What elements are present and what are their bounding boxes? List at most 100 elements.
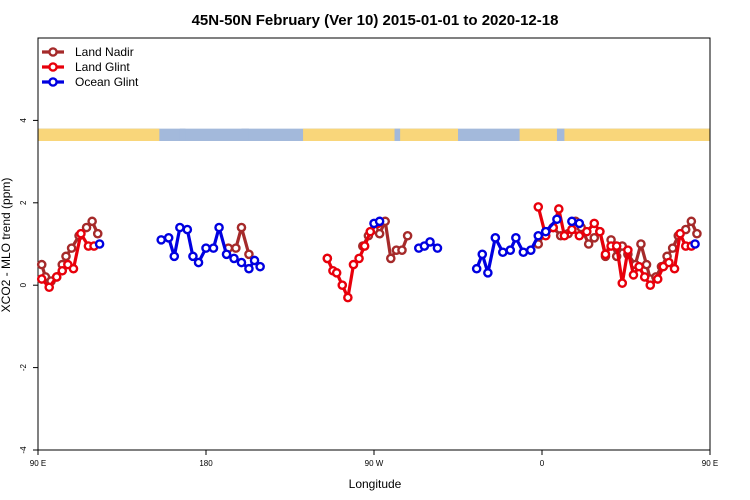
x-tick-label: 90 W — [365, 459, 384, 468]
ocean-glint-point — [221, 249, 232, 260]
land-glint-point — [675, 228, 685, 239]
land-glint-point — [76, 228, 86, 239]
ocean-band-patch — [556, 128, 565, 141]
x-tick-label: 0 — [540, 459, 545, 468]
land-nadir-point — [583, 239, 594, 249]
ocean-glint-point — [471, 263, 482, 274]
land-nadir-point — [92, 228, 103, 239]
y-tick-label: 0 — [19, 282, 28, 287]
land-glint-point — [44, 282, 55, 293]
ocean-glint-point — [201, 243, 211, 253]
land-glint-point — [634, 261, 644, 272]
chart-title: 45N-50N February (Ver 10) 2015-01-01 to … — [192, 12, 559, 29]
land-glint-point — [559, 230, 570, 241]
x-tick-label: 90 E — [30, 459, 46, 468]
land-glint-point — [595, 226, 605, 237]
y-axis-label: XCO2 - MLO trend (ppm) — [0, 178, 13, 313]
land-glint-point — [365, 226, 376, 237]
land-glint-point — [354, 253, 364, 264]
land-nadir-point — [36, 259, 47, 270]
ocean-glint-point — [574, 218, 585, 229]
ocean-band-patch — [179, 128, 186, 141]
ocean-band-patch — [241, 128, 249, 141]
land-nadir-point — [397, 245, 407, 255]
land-nadir-point — [385, 253, 396, 264]
land-glint-point — [664, 257, 674, 268]
land-nadir-point — [87, 216, 97, 227]
land-glint-point — [623, 245, 633, 255]
ocean-glint-point — [483, 268, 493, 278]
legend-label: Land Nadir — [75, 45, 134, 59]
land-nadir-point — [692, 228, 702, 239]
legend-item-ocean-glint: Ocean Glint — [42, 75, 139, 89]
land-nadir-point — [244, 249, 254, 260]
land-band-segment — [38, 128, 160, 141]
ocean-glint-point — [156, 235, 166, 245]
ocean-glint-point — [518, 247, 529, 258]
land-glint-point — [322, 253, 333, 264]
land-glint-point — [51, 272, 62, 282]
land-nadir-point — [66, 243, 77, 253]
ocean-glint-point — [244, 263, 254, 274]
ocean-band-patch — [394, 128, 401, 141]
land-nadir-point — [402, 230, 413, 241]
land-nadir-point — [374, 228, 385, 239]
ocean-glint-point — [229, 253, 239, 264]
land-nadir-point — [667, 243, 678, 253]
land-glint-point — [331, 268, 342, 278]
land-glint-point — [600, 249, 611, 260]
ocean-glint-point — [511, 233, 521, 243]
ocean-glint-point — [490, 233, 501, 243]
land-glint-point — [533, 202, 544, 212]
series-layer — [36, 202, 702, 303]
land-glint-point — [669, 263, 680, 274]
land-nadir-point — [589, 233, 600, 243]
land-glint-point — [567, 224, 577, 235]
series-land-glint — [36, 202, 697, 303]
ocean-glint-point — [425, 237, 435, 247]
land-nadir-point — [636, 239, 646, 249]
land-glint-point — [348, 259, 359, 270]
series-ocean-glint — [94, 214, 700, 278]
legend-item-land-glint: Land Glint — [42, 60, 130, 74]
ocean-glint-point — [249, 255, 260, 266]
ocean-glint-point — [526, 245, 536, 255]
ocean-glint-point — [188, 251, 198, 262]
ocean-glint-point — [567, 216, 577, 227]
ocean-glint-point — [208, 243, 219, 253]
legend-swatch-marker — [48, 77, 58, 87]
ocean-glint-point — [552, 214, 562, 225]
legend-swatch-marker — [48, 47, 58, 57]
land-band-segment — [519, 128, 710, 141]
land-glint-point — [628, 270, 639, 280]
land-nadir-point — [236, 222, 247, 233]
land-glint-point — [611, 241, 622, 251]
land-glint-point — [57, 265, 68, 276]
ocean-glint-point — [540, 226, 551, 237]
land-glint-point — [337, 280, 348, 291]
ocean-glint-point — [175, 222, 185, 233]
land-nadir-point — [61, 251, 71, 262]
land-glint-point — [359, 241, 370, 251]
y-tick-label: 2 — [19, 200, 28, 205]
ocean-glint-point — [193, 257, 204, 268]
land-glint-point — [582, 226, 592, 237]
ocean-glint-point — [255, 261, 265, 272]
ocean-glint-point — [163, 233, 174, 243]
x-tick-label: 180 — [199, 459, 213, 468]
land-glint-point — [645, 280, 656, 291]
legend-label: Ocean Glint — [75, 75, 139, 89]
y-tick-label: 4 — [19, 118, 28, 123]
land-glint-point — [68, 263, 79, 274]
land-glint-point — [589, 218, 600, 229]
ocean-glint-point — [182, 224, 193, 235]
x-tick-label: 90 E — [702, 459, 718, 468]
ocean-glint-point — [236, 257, 247, 268]
land-nadir-point — [81, 222, 92, 233]
land-nadir-point — [686, 216, 697, 227]
x-axis-label: Longitude — [349, 477, 402, 491]
ocean-glint-point — [497, 247, 508, 258]
ocean-glint-point — [214, 222, 224, 233]
land-glint-point — [652, 274, 663, 284]
